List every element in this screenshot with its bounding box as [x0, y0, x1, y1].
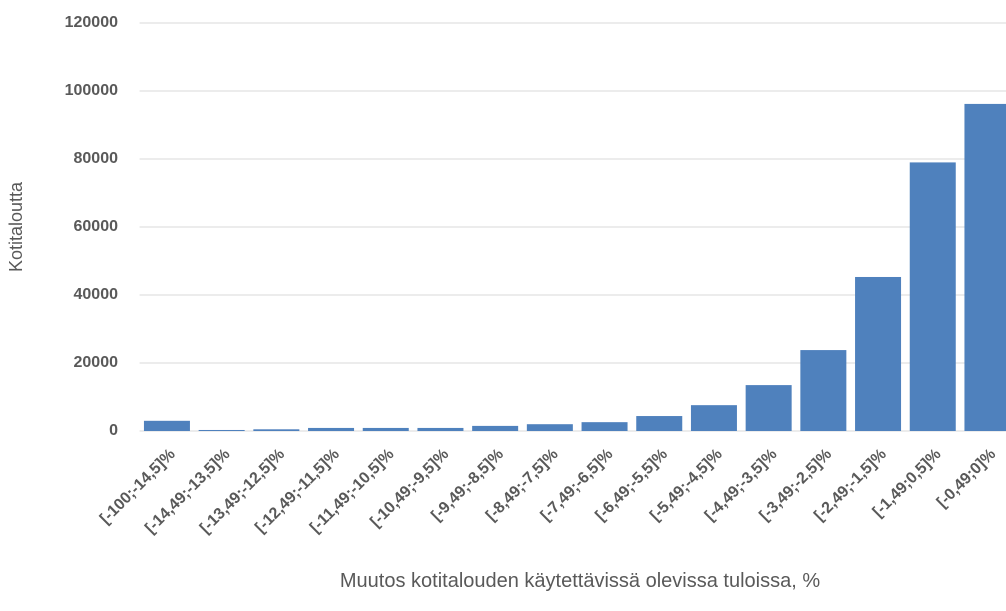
- bar: [417, 427, 464, 431]
- bar: [253, 429, 300, 431]
- bar: [526, 424, 573, 431]
- bar: [472, 425, 519, 431]
- bar: [690, 405, 737, 431]
- y-tick-label: 20000: [74, 354, 119, 371]
- y-tick-label: 0: [109, 422, 118, 439]
- bar: [745, 385, 792, 431]
- bar: [362, 427, 409, 431]
- bar: [581, 422, 628, 431]
- y-tick-label: 100000: [65, 82, 118, 99]
- bar: [964, 103, 1006, 432]
- y-tick-label: 60000: [74, 218, 119, 235]
- bar: [143, 420, 190, 431]
- bar: [855, 276, 902, 431]
- y-tick-label: 80000: [74, 150, 119, 167]
- bar: [636, 416, 683, 431]
- y-axis-label: Kotitaloutta: [6, 181, 26, 272]
- x-tick-label: [-0,49;0]%: [934, 446, 999, 511]
- bar: [800, 350, 847, 431]
- bar: [308, 427, 355, 431]
- x-axis-label: Muutos kotitalouden käytettävissä olevis…: [340, 570, 820, 592]
- y-tick-label: 40000: [74, 286, 119, 303]
- bar: [909, 162, 956, 431]
- y-tick-label: 120000: [65, 14, 118, 31]
- bar: [198, 429, 245, 431]
